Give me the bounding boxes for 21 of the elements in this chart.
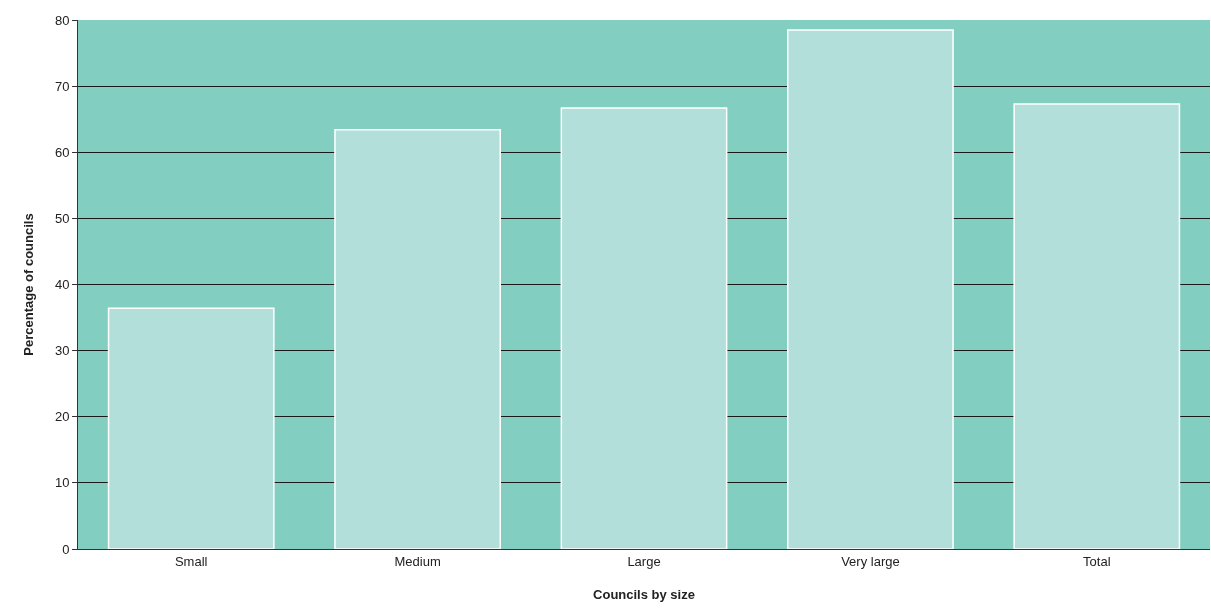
y-tick-label: 50 [54, 210, 70, 226]
bar [334, 129, 501, 549]
bar [107, 307, 275, 549]
y-tick-label: 70 [54, 78, 70, 94]
y-tick-label: 80 [54, 12, 70, 28]
bar [787, 29, 954, 549]
x-tick-label: Small [174, 553, 208, 569]
bar [1013, 103, 1181, 549]
x-axis-title: Councils by size [593, 587, 695, 603]
x-tick-label: Total [1083, 553, 1111, 569]
y-tick-label: 60 [54, 144, 70, 160]
x-tick-label: Large [627, 553, 661, 569]
y-tick-label: 0 [62, 541, 70, 557]
y-axis-title: Percentage of councils [20, 213, 36, 356]
y-tick-label: 20 [54, 409, 70, 425]
x-tick-label: Medium [394, 553, 441, 569]
y-tick-label: 40 [54, 277, 70, 293]
y-tick-label: 10 [54, 475, 70, 491]
x-tick-label: Very large [841, 553, 900, 569]
y-tick-label: 30 [54, 343, 70, 359]
bar [560, 107, 728, 549]
